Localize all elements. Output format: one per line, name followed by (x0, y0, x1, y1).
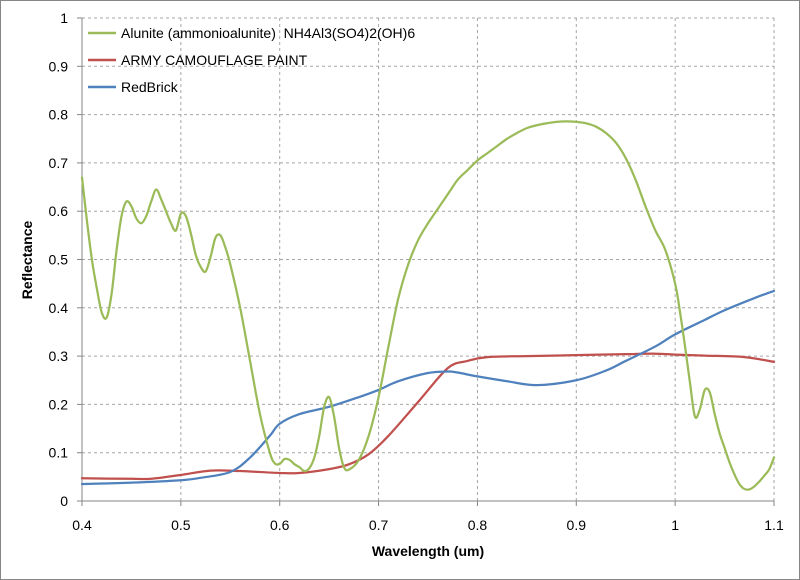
y-tick-label: 0.5 (49, 252, 69, 268)
axes (77, 17, 775, 506)
y-axis-title: Reflectance (19, 220, 35, 299)
y-tick-label: 0.6 (49, 203, 69, 219)
y-tick-label: 1 (60, 10, 68, 26)
legend-label: Alunite (ammonioalunite) NH4Al3(SO4)2(OH… (121, 25, 415, 41)
y-tick-label: 0.1 (49, 445, 69, 461)
y-tick-label: 0.9 (49, 58, 69, 74)
legend: Alunite (ammonioalunite) NH4Al3(SO4)2(OH… (88, 25, 415, 95)
series-lines (80, 120, 776, 491)
x-axis-title: Wavelength (um) (372, 543, 484, 559)
x-tick-label: 0.7 (369, 517, 389, 533)
y-tick-label: 0 (60, 493, 68, 509)
y-tick-label: 0.3 (49, 348, 69, 364)
x-tick-label: 0.5 (171, 517, 191, 533)
x-tick-label: 1 (671, 517, 679, 533)
series-line-army-camouflage-paint (80, 352, 776, 481)
tick-labels: 0 0.1 0.2 0.3 0.4 0.5 0.6 0.7 0.8 0.9 1 0.4 0.5 0.6 0.… (49, 10, 784, 533)
y-tick-label: 0.2 (49, 396, 69, 412)
legend-label: ARMY CAMOUFLAGE PAINT (121, 52, 308, 68)
x-tick-label: 0.9 (567, 517, 587, 533)
y-tick-label: 0.4 (49, 300, 69, 316)
series-line-alunite-ammonioalunite-nh4al3-so4-2-oh-6 (80, 120, 776, 491)
series-line-redbrick (80, 289, 776, 486)
x-tick-label: 0.8 (468, 517, 488, 533)
y-tick-label: 0.7 (49, 155, 69, 171)
x-tick-label: 0.4 (72, 517, 92, 533)
gridlines (82, 17, 775, 501)
x-tick-label: 0.6 (270, 517, 290, 533)
legend-label: RedBrick (121, 79, 179, 95)
y-tick-label: 0.8 (49, 107, 69, 123)
x-tick-label: 1.1 (764, 517, 784, 533)
